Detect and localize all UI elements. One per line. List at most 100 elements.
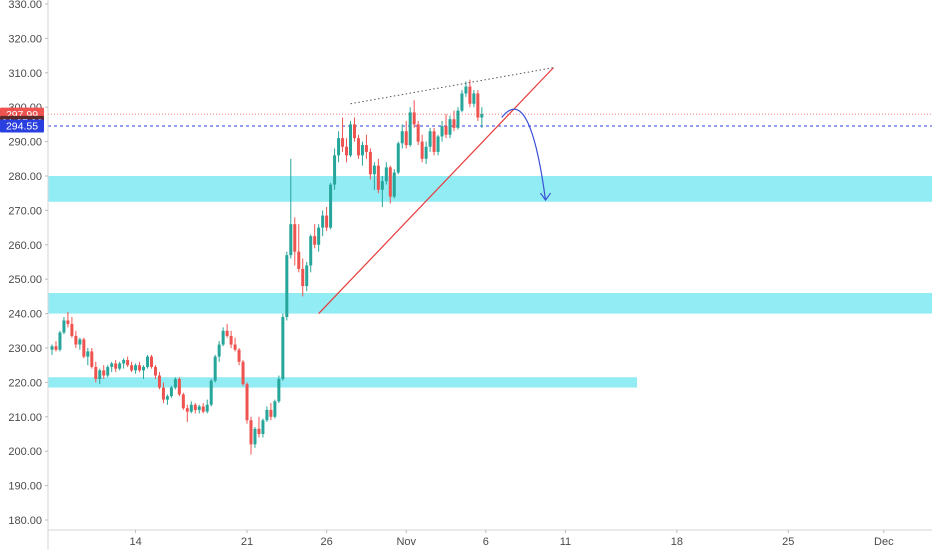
candle-body	[448, 119, 452, 135]
candle	[70, 317, 74, 338]
y-tick-label: 210.00	[8, 412, 42, 424]
candle-body	[305, 265, 309, 287]
candle	[94, 361, 98, 383]
candle-body	[396, 143, 400, 173]
y-tick-label: 310.00	[8, 68, 42, 80]
candle	[102, 365, 106, 379]
candle	[54, 341, 58, 352]
candle	[345, 138, 349, 163]
candle	[185, 404, 189, 422]
candle-body	[150, 356, 153, 367]
candle	[444, 114, 448, 139]
candle	[165, 394, 169, 405]
x-tick-label: Dec	[874, 536, 894, 548]
candle-body	[213, 356, 217, 381]
candle-body	[197, 406, 201, 410]
candle	[440, 120, 444, 142]
candle-body	[341, 138, 345, 147]
candle-body	[424, 146, 428, 159]
candle-body	[257, 428, 261, 434]
price-badge: 294.55	[0, 119, 44, 133]
candle-body	[301, 268, 305, 287]
candle	[118, 361, 122, 371]
candle	[376, 158, 380, 194]
candle	[245, 382, 249, 424]
projection-arrow-path[interactable]	[501, 108, 547, 201]
drawings-layer	[318, 67, 554, 315]
candle	[329, 182, 333, 230]
candle-body	[321, 215, 325, 228]
candle	[237, 348, 241, 366]
candle-body	[452, 119, 456, 128]
candle-body	[173, 378, 177, 388]
candle	[142, 365, 146, 379]
candle	[360, 141, 364, 166]
candle	[309, 234, 313, 273]
y-tick: 240.00	[8, 309, 48, 321]
candle	[161, 382, 165, 404]
x-tick: 21	[241, 530, 253, 548]
candle	[233, 337, 237, 352]
candle	[289, 158, 293, 259]
candle	[325, 206, 329, 232]
candle-body	[74, 335, 78, 345]
candle	[352, 117, 356, 142]
candle-body	[126, 360, 130, 366]
candle-body	[277, 378, 281, 402]
candle	[341, 117, 345, 152]
candle	[126, 356, 130, 367]
y-tick: 310.00	[8, 68, 48, 80]
candle-body	[364, 145, 368, 152]
candle-body	[372, 165, 376, 175]
candle-body	[297, 251, 301, 269]
price-lines-layer	[48, 113, 932, 127]
y-tick: 210.00	[8, 412, 48, 424]
x-tick: 11	[560, 530, 571, 548]
candle	[253, 427, 257, 448]
candle-body	[436, 136, 440, 152]
candle	[134, 363, 138, 374]
candle-body	[420, 141, 424, 159]
candle-body	[468, 86, 472, 104]
candle	[456, 107, 460, 130]
x-tick-label: 11	[560, 536, 571, 548]
y-tick: 220.00	[8, 377, 48, 389]
candle-body	[253, 428, 257, 445]
candle-body	[368, 151, 372, 175]
y-tick-label: 260.00	[8, 240, 42, 252]
x-tick: Nov	[396, 530, 417, 548]
candle-body	[209, 380, 213, 405]
candle	[392, 169, 396, 199]
candle	[150, 354, 153, 369]
candle-body	[62, 320, 66, 333]
candle	[468, 79, 472, 108]
candle-body	[90, 351, 94, 367]
y-tick: 200.00	[8, 446, 48, 458]
candle-body	[70, 323, 74, 336]
candle-body	[360, 145, 364, 156]
candle-body	[333, 155, 337, 185]
candle-body	[122, 360, 126, 364]
price-badge-bg	[0, 119, 44, 133]
candle-body	[205, 404, 209, 412]
candle-body	[54, 346, 58, 350]
candle	[138, 361, 142, 373]
candle-body	[289, 224, 293, 256]
candle-body	[118, 363, 122, 369]
candle	[261, 418, 265, 438]
candle	[273, 399, 277, 419]
candle	[380, 176, 384, 207]
y-tick: 290.00	[8, 137, 48, 149]
candle-body	[78, 339, 82, 345]
candle-body	[189, 404, 193, 412]
y-tick: 280.00	[8, 171, 48, 183]
candle	[277, 375, 281, 404]
candle-body	[325, 215, 329, 228]
candle-body	[440, 126, 444, 137]
candle	[58, 330, 62, 352]
price-badge-label: 294.55	[6, 121, 38, 133]
candle	[209, 378, 213, 407]
candle	[82, 337, 86, 359]
